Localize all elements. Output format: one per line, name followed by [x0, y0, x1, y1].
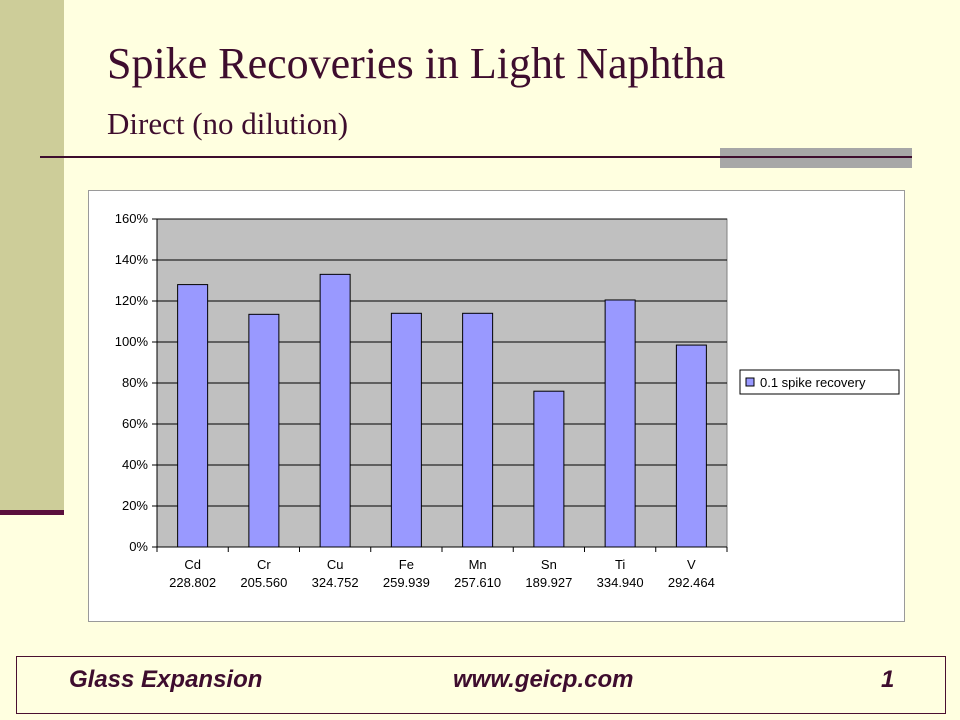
footer-url: www.geicp.com [453, 666, 634, 693]
bar-mn [462, 312, 494, 548]
x-tick-label: Sn [541, 557, 557, 572]
y-tick-label: 100% [115, 334, 149, 349]
x-tick-sublabel: 205.560 [240, 575, 287, 590]
y-tick-label: 40% [122, 457, 148, 472]
slide-title: Spike Recoveries in Light Naphtha [107, 39, 726, 88]
left-accent-bar [0, 0, 64, 510]
legend-label: 0.1 spike recovery [760, 375, 866, 390]
bar-v [675, 344, 707, 548]
footer-page-number: 1 [881, 666, 895, 693]
x-tick-label: Fe [399, 557, 414, 572]
y-tick-label: 80% [122, 375, 148, 390]
title-divider [40, 156, 912, 158]
footer-bar: Glass Expansion www.geicp.com 1 [16, 656, 946, 714]
x-tick-label: Cd [184, 557, 201, 572]
x-tick-sublabel: 189.927 [525, 575, 572, 590]
legend-swatch [745, 377, 755, 387]
slide-subtitle: Direct (no dilution) [107, 106, 349, 141]
bar-cu [319, 273, 351, 548]
footer-company: Glass Expansion [69, 666, 263, 693]
x-tick-sublabel: 324.752 [312, 575, 359, 590]
y-tick-label: 60% [122, 416, 148, 431]
title-divider-accent [720, 148, 912, 168]
y-tick-label: 0% [129, 539, 148, 554]
legend-box [739, 369, 900, 395]
y-tick-label: 20% [122, 498, 148, 513]
y-tick-label: 120% [115, 293, 149, 308]
x-tick-label: Cr [257, 557, 271, 572]
y-tick-label: 160% [115, 211, 149, 226]
x-tick-label: V [687, 557, 696, 572]
bar-ti [604, 299, 636, 548]
bar-cr [248, 313, 280, 548]
bar-sn [533, 390, 565, 548]
x-tick-sublabel: 257.610 [454, 575, 501, 590]
x-tick-sublabel: 228.802 [169, 575, 216, 590]
x-tick-sublabel: 259.939 [383, 575, 430, 590]
y-tick-label: 140% [115, 252, 149, 267]
x-tick-sublabel: 292.464 [668, 575, 715, 590]
x-tick-label: Cu [327, 557, 344, 572]
x-tick-sublabel: 334.940 [597, 575, 644, 590]
bar-cd [177, 284, 209, 548]
bar-fe [390, 312, 422, 548]
left-accent-underline [0, 510, 64, 515]
chart-container: 0% 20% 40% 60% 80% 100% 120% 140% 160% Cd 228.802 C… [88, 190, 905, 622]
x-tick-label: Ti [615, 557, 625, 572]
x-tick-label: Mn [469, 557, 487, 572]
bar-chart: 0% 20% 40% 60% 80% 100% 120% 140% 160% Cd 228.802 C… [115, 211, 900, 590]
